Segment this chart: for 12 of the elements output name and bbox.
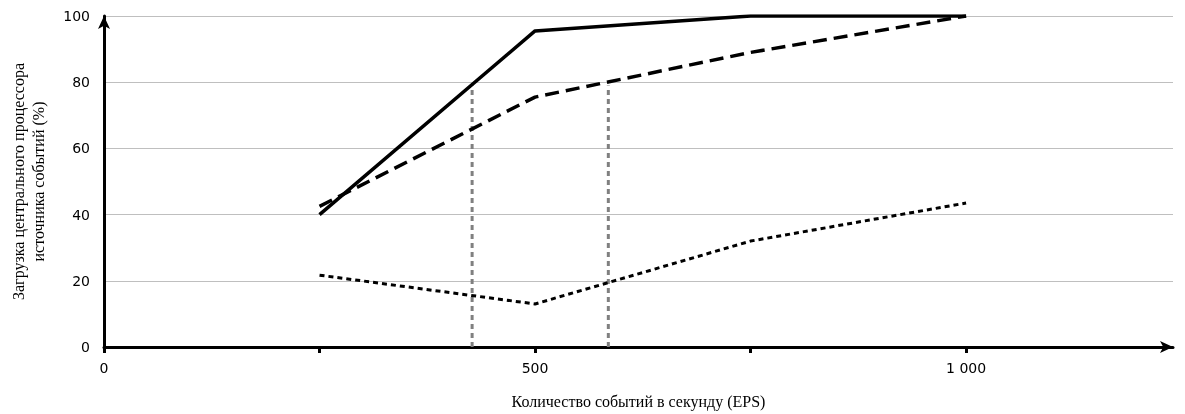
y-tick-label: 60 <box>72 140 90 157</box>
y-tick-label: 20 <box>72 272 90 289</box>
line-series <box>318 201 968 306</box>
x-axis-title: Количество событий в секунду (EPS) <box>511 392 766 411</box>
x-tick-label: 500 <box>521 360 549 376</box>
y-tick-label: 100 <box>63 8 90 24</box>
y-tick-label: 0 <box>81 339 90 355</box>
x-tick-label: 1 000 <box>946 360 987 376</box>
y-tick-label: 40 <box>72 206 90 223</box>
y-tick-label: 80 <box>72 74 90 91</box>
x-tick-label: 0 <box>99 360 109 376</box>
y-axis-title: Загрузка центрального процессора источника событий (%) <box>9 62 48 301</box>
